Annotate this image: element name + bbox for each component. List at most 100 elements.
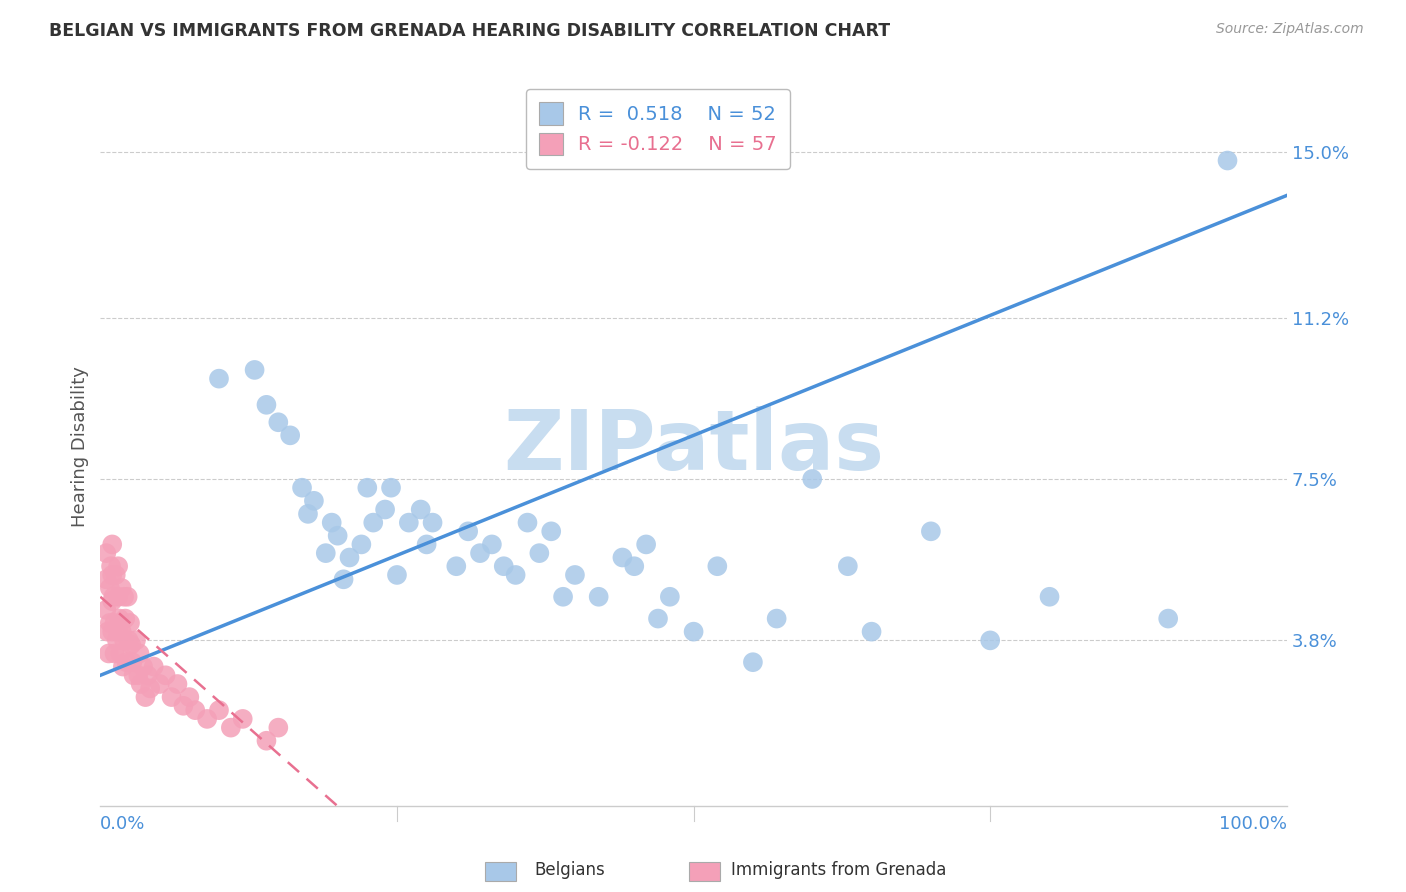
Point [127,668,149,682]
Point [120,638,142,652]
Point [96,572,118,586]
Point [103,615,125,630]
Point [111,624,134,639]
Point [243,363,266,377]
Point [492,559,515,574]
Point [117,590,139,604]
Point [96,603,118,617]
Point [208,703,231,717]
Point [860,624,883,639]
Point [481,537,503,551]
Point [256,398,278,412]
Point [1216,153,1239,168]
Point [129,677,152,691]
Point [339,550,361,565]
Point [98,615,121,630]
Point [149,677,172,691]
Point [332,572,354,586]
Point [321,516,343,530]
Point [636,537,658,551]
Point [128,647,150,661]
Point [179,690,201,704]
Point [297,507,319,521]
Point [350,537,373,551]
Y-axis label: Hearing Disability: Hearing Disability [72,366,89,526]
Point [112,590,135,604]
Point [315,546,337,560]
Point [446,559,468,574]
Text: 0.0%: 0.0% [100,814,146,833]
Point [115,655,138,669]
Point [111,581,134,595]
Point [121,655,143,669]
Point [979,633,1001,648]
Point [172,698,194,713]
Point [1157,611,1180,625]
Point [529,546,551,560]
Point [118,633,141,648]
Point [108,611,131,625]
Point [588,590,610,604]
Point [647,611,669,625]
Point [468,546,491,560]
Text: 100.0%: 100.0% [1219,814,1286,833]
Point [125,633,148,648]
Point [155,668,177,682]
Point [920,524,942,539]
Text: ZIPatlas: ZIPatlas [503,406,884,487]
Point [385,568,408,582]
Point [256,733,278,747]
Point [326,529,349,543]
Point [801,472,824,486]
Point [103,590,125,604]
Point [110,647,132,661]
Point [682,624,704,639]
Point [114,611,136,625]
Text: Belgians: Belgians [534,861,605,879]
Point [107,590,129,604]
Point [1038,590,1060,604]
Point [356,481,378,495]
Text: Immigrants from Grenada: Immigrants from Grenada [731,861,946,879]
Point [409,502,432,516]
Point [184,703,207,717]
Point [112,633,135,648]
Point [101,568,124,582]
Point [374,502,396,516]
Point [278,428,301,442]
Text: Source: ZipAtlas.com: Source: ZipAtlas.com [1216,22,1364,37]
Point [208,371,231,385]
Point [302,493,325,508]
Point [139,681,162,696]
Point [742,655,765,669]
Legend: R =  0.518    N = 52, R = -0.122    N = 57: R = 0.518 N = 52, R = -0.122 N = 57 [526,89,790,169]
Point [219,721,242,735]
Point [564,568,586,582]
Point [267,721,290,735]
Point [96,546,118,560]
Point [101,624,124,639]
Point [107,559,129,574]
Point [118,615,141,630]
Point [100,559,122,574]
Point [107,624,129,639]
Point [98,581,121,595]
Point [291,481,314,495]
Point [457,524,479,539]
Point [136,668,159,682]
Point [706,559,728,574]
Point [166,677,188,691]
Point [122,668,145,682]
Point [101,537,124,551]
Point [111,659,134,673]
Point [101,594,124,608]
Point [540,524,562,539]
Point [551,590,574,604]
Point [132,659,155,673]
Text: BELGIAN VS IMMIGRANTS FROM GRENADA HEARING DISABILITY CORRELATION CHART: BELGIAN VS IMMIGRANTS FROM GRENADA HEARI… [49,22,890,40]
Point [516,516,538,530]
Point [105,633,128,648]
Point [398,516,420,530]
Point [96,624,118,639]
Point [104,568,127,582]
